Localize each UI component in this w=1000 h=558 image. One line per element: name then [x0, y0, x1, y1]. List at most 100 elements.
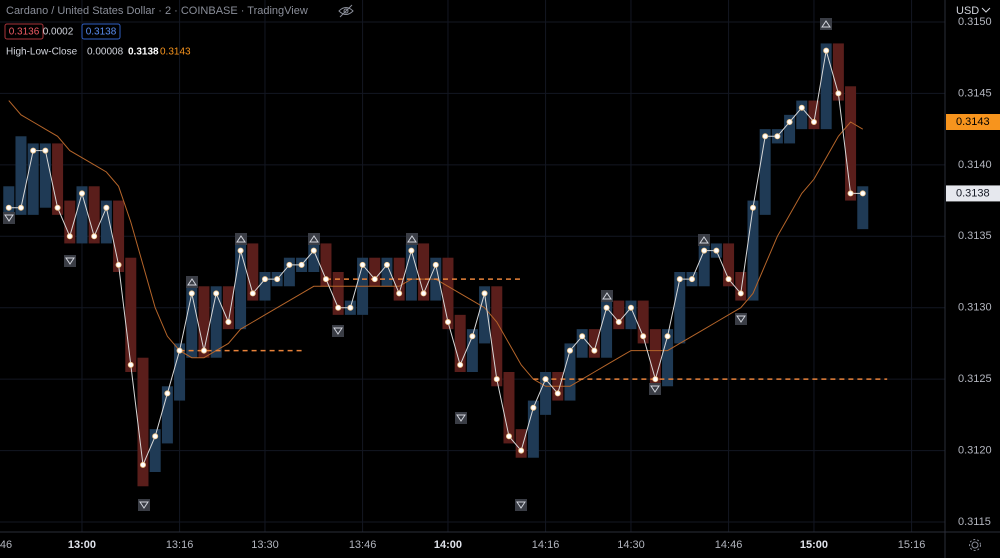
- close-dot: [78, 190, 85, 197]
- hl-bar: [39, 143, 51, 208]
- settings-icon[interactable]: [969, 539, 981, 551]
- pivot-high: [601, 290, 613, 302]
- hl-bar: [76, 186, 88, 244]
- close-dot: [847, 190, 854, 197]
- close-dot: [676, 276, 683, 283]
- y-tick-label: 0.3115: [958, 516, 991, 528]
- hl-bar: [784, 114, 796, 144]
- hl-bar: [88, 186, 100, 244]
- pivot-markers: [3, 18, 832, 511]
- close-dot: [579, 333, 586, 340]
- hl-bar: [283, 257, 295, 287]
- y-tick-label: 0.3140: [958, 159, 992, 171]
- close-dot: [554, 390, 561, 397]
- hl-bar: [601, 300, 613, 358]
- close-dot: [30, 147, 37, 154]
- close-dot: [591, 347, 598, 354]
- hl-bar: [649, 329, 661, 387]
- close-dot: [859, 190, 866, 197]
- price-tag-label: 0.3143: [956, 116, 990, 128]
- hl-bar: [405, 243, 417, 301]
- pivot-low: [64, 255, 76, 267]
- close-dot: [383, 261, 390, 268]
- x-tick-label: 13:16: [166, 539, 194, 551]
- pivot-high: [820, 18, 832, 30]
- x-tick-label: 14:16: [532, 539, 560, 551]
- close-dot: [127, 361, 134, 368]
- hide-icon[interactable]: [338, 4, 354, 18]
- close-dot: [5, 204, 12, 211]
- hl-bar: [125, 257, 137, 372]
- hl-bar: [576, 329, 588, 358]
- close-dot: [420, 290, 427, 297]
- hl-bar: [259, 272, 271, 301]
- currency-dropdown[interactable]: [981, 7, 991, 13]
- ask-box[interactable]: [81, 23, 121, 40]
- hl-bar: [52, 143, 64, 215]
- close-dot: [249, 290, 256, 297]
- price-tag: [946, 185, 1000, 202]
- y-tick-label: 0.3120: [958, 444, 992, 456]
- pivot-low: [649, 383, 661, 395]
- close-dot: [17, 204, 24, 211]
- indicator-name[interactable]: High-Low-Close: [6, 47, 78, 58]
- hl-bar: [186, 286, 198, 358]
- close-dot: [469, 333, 476, 340]
- pivot-low: [332, 325, 344, 337]
- close-dot: [542, 376, 549, 383]
- close-dot: [152, 433, 159, 440]
- close-dot: [176, 347, 183, 354]
- plot-area: [3, 43, 888, 487]
- close-dot: [274, 276, 281, 283]
- symbol-title: Cardano / United States Dollar · 2 · COI…: [6, 5, 308, 17]
- pivot-high: [308, 233, 320, 245]
- hl-bar: [747, 200, 759, 301]
- hl-bar: [735, 272, 747, 301]
- close-dot: [139, 461, 146, 468]
- close-dot: [737, 290, 744, 297]
- close-dot: [652, 376, 659, 383]
- hl-bar: [418, 243, 430, 301]
- pivot-high: [186, 276, 198, 288]
- close-dot: [481, 290, 488, 297]
- y-tick-label: 0.3130: [958, 302, 992, 314]
- hl-bar: [174, 343, 186, 401]
- ask-price: 0.3138: [86, 27, 117, 38]
- close-dot: [762, 133, 769, 140]
- close-dot: [261, 276, 268, 283]
- y-tick-label: 0.3145: [958, 87, 992, 99]
- pivot-low: [455, 412, 467, 424]
- hl-bar: [491, 286, 503, 387]
- y-tick-label: 0.3150: [958, 16, 992, 28]
- close-dot: [823, 47, 830, 54]
- hl-bar: [100, 200, 112, 244]
- hl-bar: [137, 357, 149, 487]
- currency-label[interactable]: USD: [956, 5, 979, 17]
- y-tick-label: 0.3125: [958, 373, 992, 385]
- pivot-low: [515, 499, 527, 511]
- close-dot: [505, 433, 512, 440]
- hl-bar: [527, 400, 539, 458]
- bid-box[interactable]: [4, 23, 44, 40]
- close-dot: [530, 404, 537, 411]
- hl-bar: [625, 300, 637, 330]
- hl-bar: [808, 100, 820, 130]
- close-dot: [188, 290, 195, 297]
- close-dot: [213, 290, 220, 297]
- close-dot: [91, 233, 98, 240]
- close-dot: [298, 261, 305, 268]
- indicator-value: 0.3138: [128, 47, 159, 58]
- pivot-low: [735, 313, 747, 325]
- hl-bar: [820, 43, 832, 130]
- hl-bar: [381, 257, 393, 287]
- hl-bar: [857, 186, 869, 230]
- hl-bar: [698, 243, 710, 287]
- x-tick-label: 14:46: [715, 539, 743, 551]
- hl-bar: [637, 300, 649, 344]
- hl-bar: [320, 243, 332, 287]
- spread: 0.0002: [43, 27, 74, 38]
- price-tag: [946, 114, 1000, 130]
- hl-bar: [235, 243, 247, 330]
- close-dot: [322, 276, 329, 283]
- x-tick-label: 14:30: [617, 539, 645, 551]
